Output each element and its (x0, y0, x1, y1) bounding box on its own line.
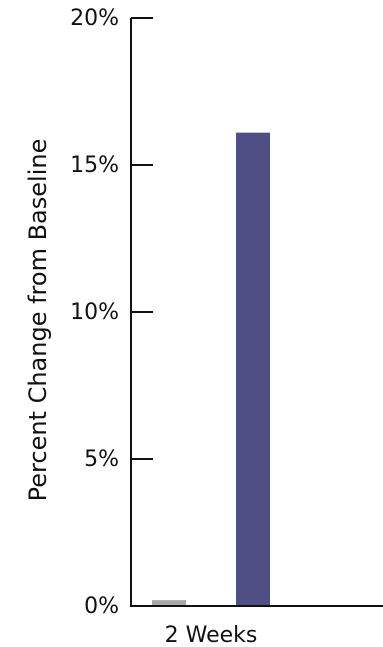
bar-2 (236, 132, 270, 606)
x-tick-label: 2 Weeks (165, 623, 258, 647)
y-axis-ticks: 0% 5% 10% 15% 20% (70, 6, 153, 619)
x-axis-labels: 2 Weeks (165, 623, 258, 647)
y-tick-label: 15% (70, 153, 119, 178)
y-tick-label: 20% (70, 6, 119, 31)
y-axis-title: Percent Change from Baseline (24, 139, 52, 502)
y-tick-label: 0% (84, 594, 119, 619)
y-tick-label: 10% (70, 300, 119, 325)
y-tick-label: 5% (84, 447, 119, 472)
bar-1 (152, 600, 186, 606)
bars (152, 132, 270, 606)
